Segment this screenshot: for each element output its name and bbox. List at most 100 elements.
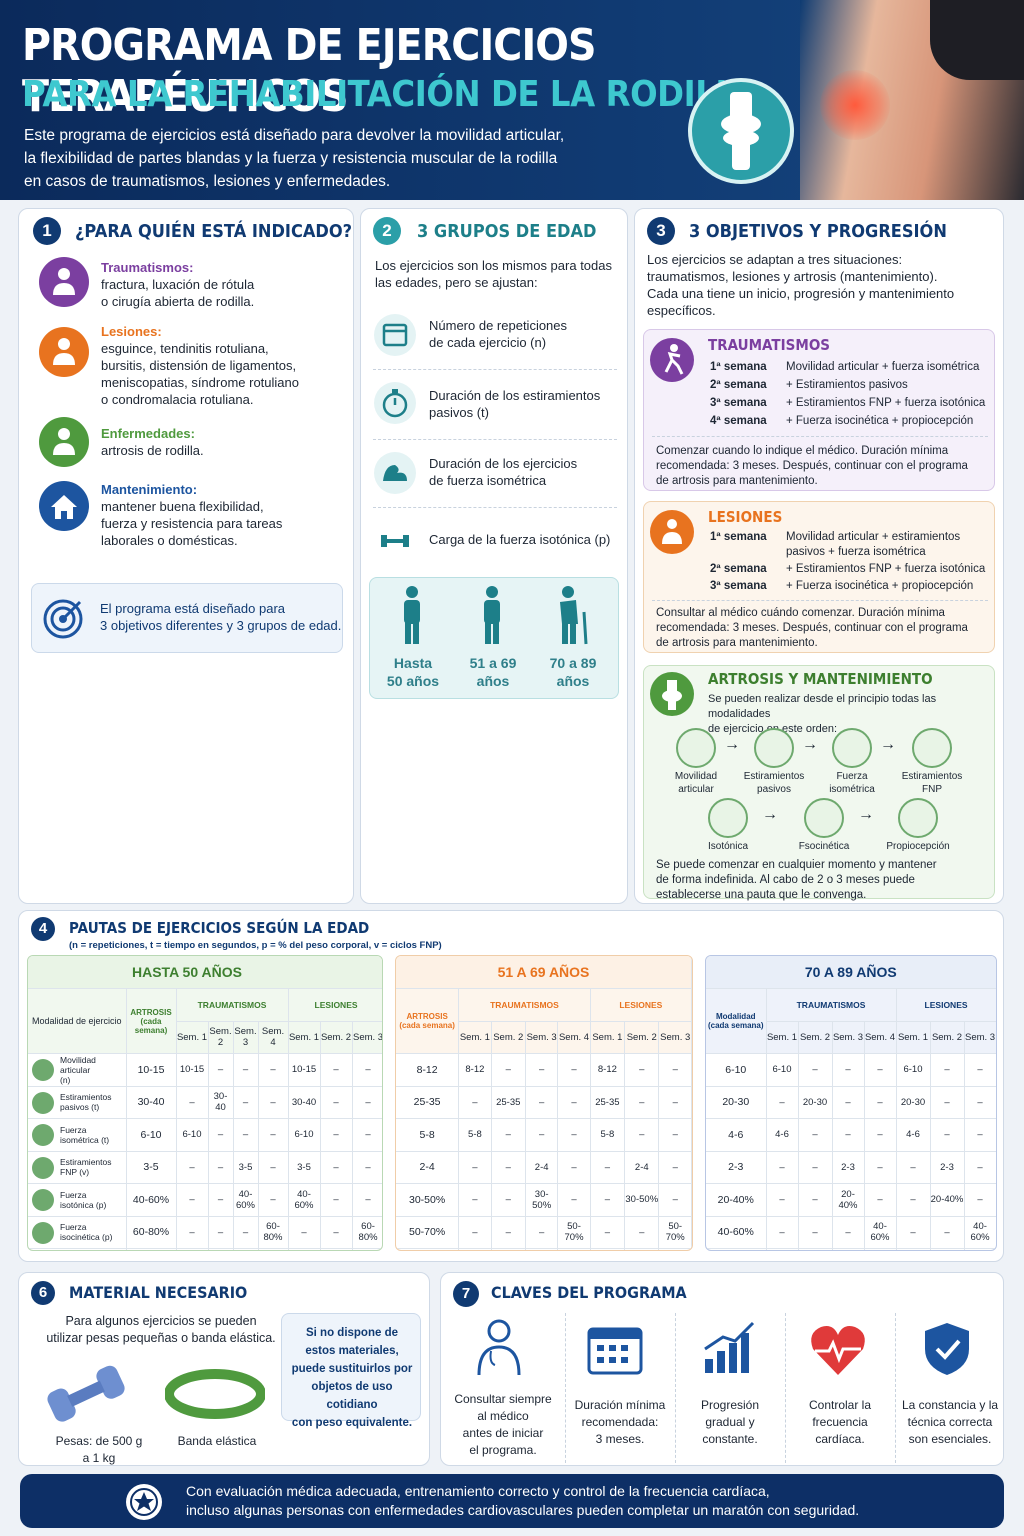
injury-person-icon	[650, 510, 694, 554]
table-cell: –	[458, 1183, 492, 1217]
table-cell: –	[352, 1086, 382, 1119]
shorts-shape	[930, 0, 1024, 80]
table-cell: 2-4	[396, 1248, 460, 1250]
table-cell: –	[896, 1183, 931, 1217]
table-cell: –	[832, 1118, 865, 1152]
section-number: 1	[33, 217, 61, 245]
table-cell: –	[658, 1053, 692, 1087]
table-cell: –	[352, 1151, 382, 1184]
table-cell: –	[864, 1183, 897, 1217]
table-cell: 2-4	[396, 1151, 460, 1184]
table-cell: –	[832, 1086, 865, 1119]
table-cell: 2-3	[964, 1248, 996, 1250]
table-cell: –	[258, 1118, 289, 1152]
table-cell: –	[864, 1086, 897, 1119]
step-fnp-icon	[912, 728, 952, 768]
knee-pain-highlight	[820, 70, 890, 140]
heart-rate-icon	[811, 1326, 865, 1375]
table-cell: –	[491, 1248, 526, 1250]
table-under-50: HASTA 50 AÑOS Modalidad de ejercicio ARTR…	[27, 955, 383, 1251]
artrosis-note: Se puede comenzar en cualquier momento y…	[656, 859, 937, 901]
section-number: 4	[31, 917, 55, 941]
table-row: 30-50% – –30-50% – –30-50% –	[396, 1183, 692, 1217]
exercise-icon	[32, 1059, 54, 1081]
table-cell: –	[864, 1053, 897, 1087]
home-icon	[39, 481, 89, 531]
table-row: 40-60% – – –40-60% – –40-60%	[706, 1216, 996, 1249]
age-group-box: Hasta 50 años 51 a 69 años 70 a 89 años	[369, 577, 619, 699]
legend-text: (n = repeticiones, t = tiempo en segundo…	[69, 940, 442, 951]
table-cell: –	[352, 1053, 382, 1087]
table-cell: 3-5	[288, 1151, 321, 1184]
table-cell: –	[864, 1118, 897, 1152]
table-cell: –	[525, 1086, 559, 1119]
key-4: Controlar la frecuencia cardíaca.	[808, 1398, 872, 1446]
table-cell: 40-60%	[706, 1216, 767, 1249]
table-cell: –	[896, 1248, 931, 1250]
program-note: El programa está diseñado para 3 objetivo…	[31, 583, 343, 653]
table-row: 6-10 6-10– – –6-10– –	[706, 1053, 996, 1087]
table-cell: 20-30	[706, 1086, 767, 1119]
table-cell: 2-3	[706, 1151, 767, 1184]
table-row: 2-4– –2-4– –2-4–	[396, 1151, 692, 1184]
table-cell: 30-50%	[396, 1183, 460, 1217]
table-cell: 25-35	[491, 1086, 526, 1119]
section-number: 6	[31, 1281, 55, 1305]
section-number: 3	[647, 217, 675, 245]
table-cell: –	[288, 1248, 321, 1250]
table-row: 5-8 5-8– – –5-8– –	[396, 1118, 692, 1152]
exercise-icon	[32, 1156, 54, 1179]
key-2: Duración mínima recomendada: 3 meses.	[574, 1398, 666, 1446]
table-cell: –	[766, 1183, 799, 1217]
table-cell: –	[864, 1151, 897, 1184]
table-cell: –	[624, 1248, 660, 1250]
page-subtitle: PARA LA REHABILITACIÓN DE LA RODILLA	[22, 74, 761, 115]
table-cell: 6-10	[288, 1118, 321, 1152]
table-cell: –	[766, 1151, 799, 1184]
table-row: Fuerza isotónica (p) 40-60% – –40-60% –40-60%…	[28, 1183, 382, 1217]
table-cell: –	[491, 1151, 526, 1184]
table-cell: 30-50%	[525, 1183, 559, 1217]
table-cell: –	[930, 1053, 965, 1087]
table-cell: 5-8	[396, 1118, 460, 1152]
table-cell: –	[964, 1086, 996, 1119]
table-cell: –	[458, 1248, 492, 1250]
table-cell: 25-35	[590, 1086, 626, 1119]
table-cell: –	[258, 1053, 289, 1087]
age-label-1: Hasta 50 años	[386, 655, 440, 689]
table-cell: –	[832, 1053, 865, 1087]
table-cell: –	[320, 1053, 353, 1087]
table-cell: –	[964, 1151, 996, 1184]
exercise-icon	[32, 1091, 54, 1114]
table-cell: 6-10	[766, 1053, 799, 1087]
stretch-duration-text: Duración de los estiramientos pasivos (t)	[429, 388, 601, 420]
table-cell: –	[896, 1216, 931, 1249]
table-cell: 40-60%	[288, 1183, 321, 1217]
header-banner: PROGRAMA DE EJERCICIOS TERAPÉUTICOS PARA…	[0, 0, 1024, 200]
group-title: 70 A 89 AÑOS	[706, 956, 996, 989]
table-cell: –	[590, 1183, 626, 1217]
exercise-icon	[32, 1124, 54, 1146]
step-proprioception-icon	[898, 798, 938, 838]
table-cell: –	[320, 1248, 353, 1250]
table-70-89: 70 A 89 AÑOS Modalidad (cada semana) TRAUM…	[705, 955, 997, 1251]
materials-tip: Si no dispone de estos materiales, puede s…	[281, 1313, 421, 1429]
table-cell: –	[557, 1086, 591, 1119]
stopwatch-icon	[374, 382, 416, 424]
footer-banner: Con evaluación médica adecuada, entrenam…	[20, 1474, 1004, 1528]
table-cell: 40-60%	[864, 1216, 897, 1249]
section-title: MATERIAL NECESARIO	[69, 1283, 248, 1302]
section-indications: 1 ¿PARA QUIÉN ESTÁ INDICADO? Traumatismo…	[18, 208, 354, 904]
table-cell: –	[208, 1216, 234, 1249]
key-3: Progresión gradual y constante.	[700, 1398, 760, 1446]
section-title: ¿PARA QUIÉN ESTÁ INDICADO?	[75, 221, 353, 242]
table-cell: –	[458, 1151, 492, 1184]
section-title: CLAVES DEL PROGRAMA	[491, 1283, 687, 1302]
table-cell: 20-40%	[832, 1183, 865, 1217]
table-cell: 20-40%	[706, 1183, 767, 1217]
table-cell: 4-6	[896, 1118, 931, 1152]
table-cell: –	[930, 1216, 965, 1249]
table-51-69: 51 A 69 AÑOS ARTROSIS (cada semana) TRAUMA…	[395, 955, 693, 1251]
table-cell: 50-70%	[658, 1216, 692, 1249]
